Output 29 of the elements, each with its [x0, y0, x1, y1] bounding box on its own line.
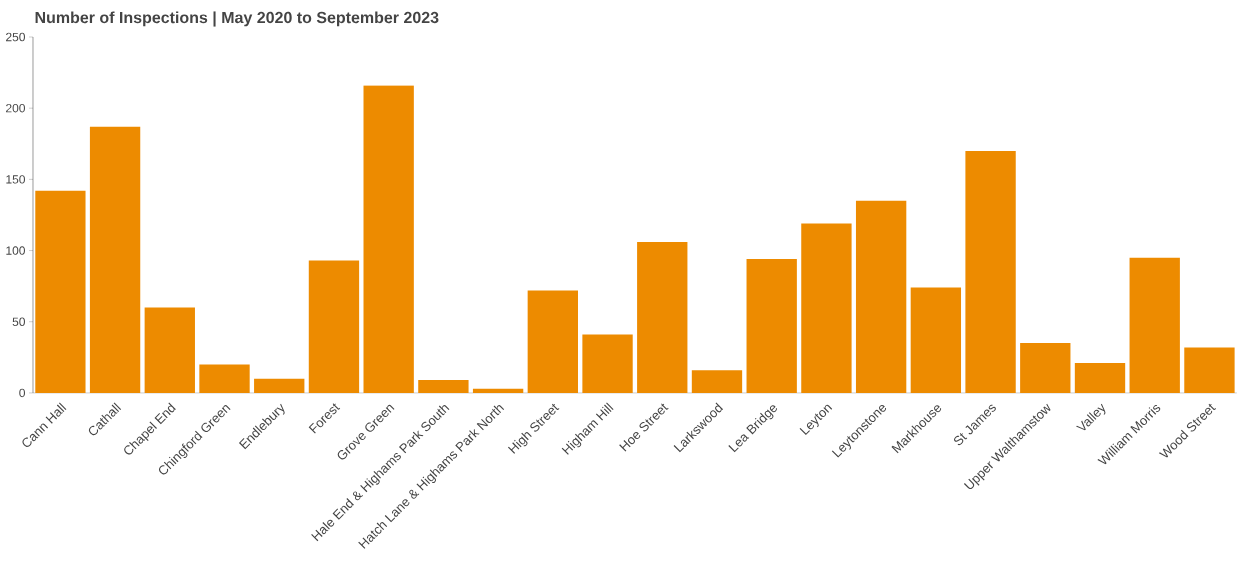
y-tick-label: 200	[6, 103, 25, 113]
y-tick-label: 150	[6, 175, 25, 184]
bar	[965, 150, 1016, 393]
bar	[89, 126, 141, 393]
bar	[308, 260, 360, 393]
chart-title: Number of Inspections | May 2020 to September 2023	[35, 11, 439, 27]
bar	[855, 200, 907, 393]
bar	[418, 380, 469, 393]
bar	[472, 388, 524, 393]
bar	[1074, 363, 1126, 393]
bar	[1020, 343, 1071, 393]
bar	[582, 334, 633, 393]
bar	[1184, 347, 1235, 393]
bar	[637, 242, 688, 393]
bar	[35, 190, 86, 393]
y-tick-label: 50	[12, 317, 25, 327]
bar	[691, 370, 743, 393]
bar	[144, 307, 195, 393]
bar	[527, 290, 578, 393]
bar	[254, 378, 305, 393]
y-tick-label: 0	[19, 388, 25, 398]
y-tick-label: 100	[6, 246, 25, 255]
bar	[199, 364, 250, 393]
bar	[910, 287, 962, 393]
bar	[363, 85, 414, 393]
bar	[1129, 257, 1180, 393]
y-tick-label: 250	[6, 32, 25, 42]
bar	[746, 259, 797, 393]
bar	[801, 223, 852, 393]
